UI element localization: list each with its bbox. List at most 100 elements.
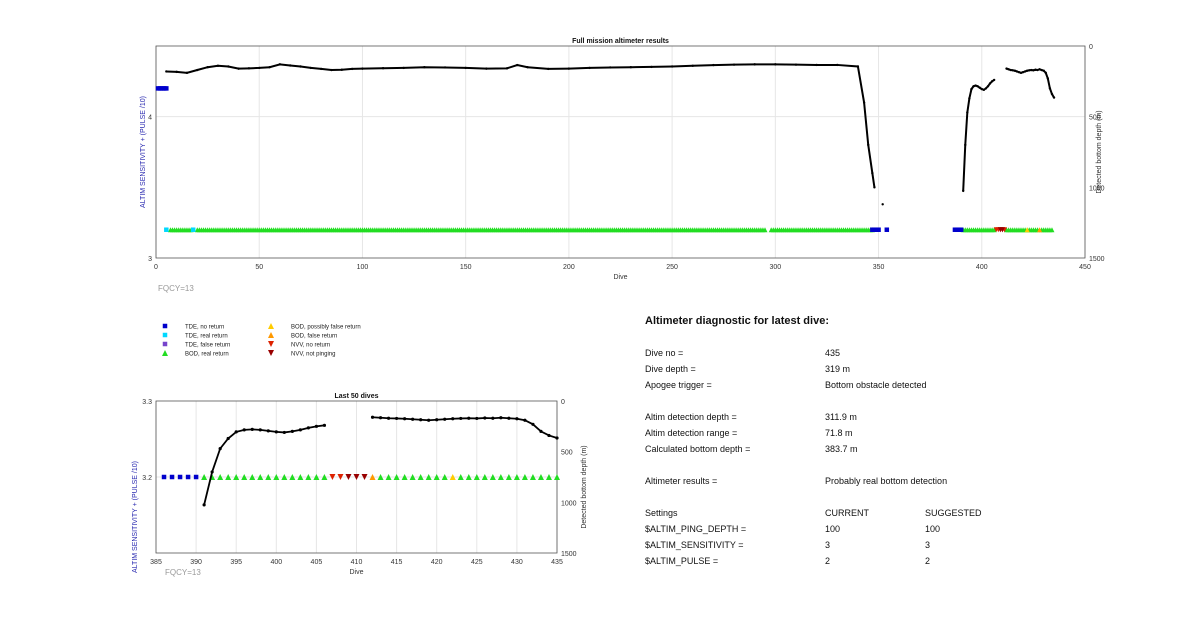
- depth-point: [242, 428, 246, 432]
- bod-real-marker: [297, 474, 304, 480]
- x-tick-label: 430: [511, 559, 523, 566]
- bod-real-marker: [554, 474, 560, 480]
- settings-label: Settings: [645, 508, 678, 518]
- setting-suggested: 3: [925, 540, 931, 550]
- legend-label: BOD, possibly false return: [291, 325, 361, 331]
- tde-no-return-marker: [169, 474, 175, 480]
- bod-real-marker: [289, 474, 296, 480]
- depth-point: [974, 84, 977, 87]
- depth-point: [451, 417, 455, 421]
- tde-no-return-marker: [185, 474, 191, 480]
- altim-range-label: Altim detection range =: [645, 428, 738, 438]
- bod-false-marker: [369, 474, 376, 480]
- x-tick-label: 450: [1079, 264, 1091, 271]
- full-mission-chart: 0 50 100 150 200 250 300 350 400 450 3 4 0 500 1000 150…: [140, 38, 1105, 293]
- depth-point: [523, 418, 527, 422]
- y-right-tick-label: 0: [561, 399, 565, 406]
- depth-point: [984, 87, 988, 90]
- bod-real-marker: [281, 474, 288, 480]
- depth-point: [435, 418, 439, 422]
- apogee-label: Apogee trigger =: [645, 380, 712, 390]
- depth-point: [1040, 68, 1043, 72]
- depth-point: [871, 172, 874, 175]
- setting-suggested: 100: [925, 524, 941, 534]
- y-right-tick-label: 1500: [561, 551, 577, 558]
- depth-point: [499, 416, 503, 420]
- depth-point: [202, 503, 206, 507]
- x-tick-label: 100: [357, 264, 369, 271]
- bod-real-marker: [313, 474, 320, 480]
- setting-suggested: 2: [925, 556, 931, 566]
- depth-point: [1005, 67, 1008, 70]
- depth-point: [226, 436, 230, 441]
- y-left-axis-label: ALTIM SENSITIVITY + (PULSE /10): [140, 96, 147, 208]
- bod-real-marker: [409, 474, 416, 480]
- chart-title: Last 50 dives: [335, 393, 379, 400]
- depth-point: [961, 189, 965, 193]
- depth-point: [309, 66, 313, 70]
- y-right-tick-label: 500: [561, 450, 573, 457]
- depth-point: [1009, 68, 1012, 72]
- fqcy-annotation: FQCY=13: [165, 568, 201, 577]
- x-tick-label: 250: [666, 264, 678, 271]
- depth-point: [299, 65, 302, 68]
- depth-point: [1013, 69, 1017, 72]
- depth-point: [516, 63, 519, 67]
- legend-label: TDE, false return: [185, 343, 230, 349]
- x-tick-label: 420: [431, 559, 443, 566]
- depth-point: [966, 111, 969, 114]
- depth-point: [237, 67, 240, 70]
- altim-range-value: 71.8 m: [825, 428, 853, 438]
- dive-depth-label: Dive depth =: [645, 364, 696, 374]
- depth-point: [319, 67, 323, 71]
- depth-point: [1036, 68, 1039, 72]
- depth-point: [185, 71, 189, 75]
- depth-point: [970, 87, 973, 91]
- bod-real-marker: [545, 474, 552, 480]
- bod-real-marker: [497, 474, 504, 480]
- depth-point: [774, 63, 777, 66]
- depth-point: [539, 429, 543, 433]
- depth-point: [350, 67, 354, 71]
- depth-point: [531, 422, 535, 426]
- depth-point: [306, 426, 310, 430]
- altim-depth-value: 311.9 m: [825, 412, 857, 422]
- bod-real-marker: [377, 474, 384, 480]
- depth-point: [1007, 68, 1010, 71]
- depth-point: [881, 203, 884, 206]
- y-right-tick-label: 1000: [561, 500, 577, 507]
- bod-real-marker: [521, 474, 528, 480]
- bod-real-marker: [305, 474, 312, 480]
- depth-point: [794, 63, 798, 66]
- bod-real-marker: [991, 227, 997, 233]
- fqcy-annotation: FQCY=13: [158, 284, 194, 293]
- depth-point: [980, 87, 983, 91]
- legend-label: BOD, false return: [291, 334, 337, 340]
- y-left-tick-label: 3: [148, 256, 152, 263]
- depth-point: [1050, 92, 1054, 96]
- bod-real-marker: [537, 474, 544, 480]
- depth-point: [218, 447, 222, 451]
- depth-point: [1030, 68, 1033, 72]
- depth-point: [475, 416, 479, 421]
- depth-point: [1028, 69, 1031, 72]
- bod-real-marker: [762, 227, 768, 233]
- x-axis-label: Dive: [349, 569, 363, 576]
- depth-point: [992, 78, 996, 82]
- depth-point: [322, 423, 327, 427]
- tde-marker: [958, 227, 964, 232]
- depth-point: [227, 65, 230, 68]
- x-tick-label: 390: [190, 559, 202, 566]
- bod-real-marker: [481, 474, 488, 480]
- depth-point: [216, 64, 220, 67]
- dive-depth-value: 319 m: [825, 364, 851, 374]
- chart-title: Full mission altimeter results: [572, 38, 669, 45]
- bod-real-marker: [433, 474, 440, 480]
- y-right-tick-label: 0: [1089, 44, 1093, 51]
- setting-current: 3: [825, 540, 831, 550]
- depth-point: [555, 436, 559, 440]
- legend-marker: [268, 341, 274, 347]
- depth-point: [990, 80, 994, 83]
- depth-point: [547, 433, 551, 438]
- depth-point: [459, 416, 463, 421]
